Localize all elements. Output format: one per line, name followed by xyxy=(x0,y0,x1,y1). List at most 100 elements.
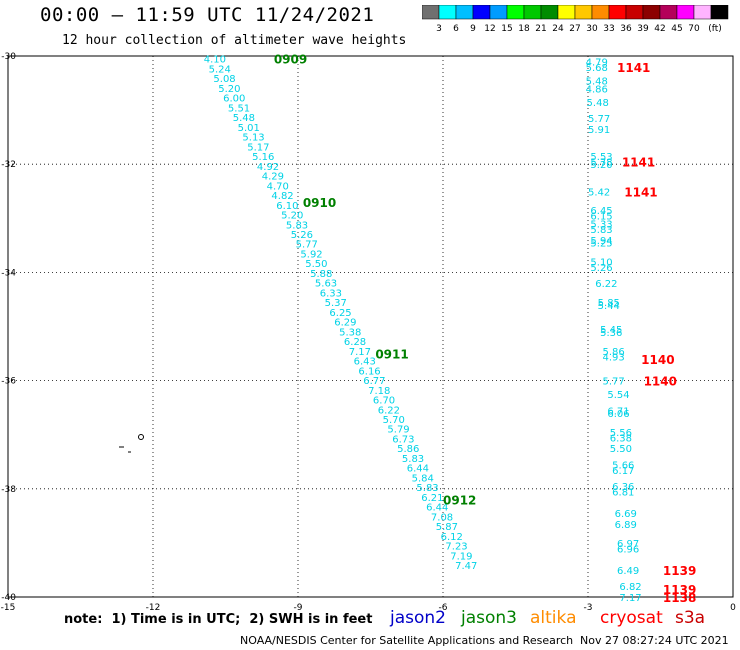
x-tick-label: 0 xyxy=(730,603,736,612)
swh-value: 5.48 xyxy=(586,76,608,87)
swh-value: 6.44 xyxy=(407,464,429,475)
swh-value: 5.26 xyxy=(291,230,313,241)
swh-value: 5.84 xyxy=(412,473,434,484)
swh-value: 5.20 xyxy=(590,160,612,171)
y-tick-label: -40 xyxy=(1,593,16,603)
footer-credit: NOAA/NESDIS Center for Satellite Applica… xyxy=(240,634,574,647)
color-scale-label: 45 xyxy=(671,24,682,34)
swh-value: 5.77 xyxy=(296,240,318,251)
swh-value: 5.17 xyxy=(247,142,269,153)
note-text: note: 1) Time is in UTC; 2) SWH is in fe… xyxy=(64,612,373,627)
swh-value: 5.20 xyxy=(281,211,303,222)
color-scale-label: 70 xyxy=(688,24,700,34)
swh-value: 5.78 xyxy=(590,157,612,168)
swh-value: 5.66 xyxy=(612,460,634,471)
pass-time-label: 1141 xyxy=(624,185,657,199)
x-tick-label: -9 xyxy=(294,603,303,612)
swh-value: 6.70 xyxy=(373,396,395,407)
swh-value: 6.73 xyxy=(392,434,414,445)
swh-value: 6.29 xyxy=(334,318,356,329)
pass-time-label: 1138 xyxy=(663,591,696,605)
swh-value: 6.38 xyxy=(610,433,632,444)
swh-value: 5.94 xyxy=(590,236,612,247)
swh-value: 6.17 xyxy=(612,466,634,477)
pass-time-label: 0909 xyxy=(274,53,307,67)
swh-value: 4.93 xyxy=(603,352,625,363)
swh-value: 5.08 xyxy=(213,74,235,85)
footer-timestamp: Nov 27 08:27:24 UTC 2021 xyxy=(580,634,729,647)
color-scale-label: 42 xyxy=(654,24,665,34)
pass-time-label: 0911 xyxy=(375,348,408,362)
legend-cryosat: cryosat xyxy=(600,608,663,628)
pass-time-label: 1140 xyxy=(644,375,677,389)
color-scale-label: 15 xyxy=(501,24,512,34)
island-shape xyxy=(138,434,144,440)
wave-height-map: -15 -12 -9 -6 -3 0-30-32-34-36-38-404.105.245… xyxy=(1,52,736,612)
color-scale-label: 3 xyxy=(436,24,442,34)
swh-value: 4.29 xyxy=(262,172,284,183)
swh-value: 6.45 xyxy=(590,206,612,217)
swh-value: 7.47 xyxy=(455,561,477,572)
swh-value: 5.77 xyxy=(588,114,610,125)
swh-value: 7.18 xyxy=(368,386,390,397)
swh-value: 5.50 xyxy=(305,259,327,270)
color-scale-label: 18 xyxy=(518,24,530,34)
swh-value: 5.83 xyxy=(590,225,612,236)
swh-value: 6.21 xyxy=(421,493,443,504)
pass-time-label: 1141 xyxy=(617,61,650,75)
swh-value: 6.33 xyxy=(320,288,342,299)
swh-value: 4.10 xyxy=(204,55,226,66)
swh-value: 7.08 xyxy=(431,512,453,523)
swh-value: 4.79 xyxy=(586,57,608,68)
pass-time-label: 0910 xyxy=(303,196,336,210)
swh-value: 6.81 xyxy=(612,488,634,499)
swh-value: 5.92 xyxy=(300,249,322,260)
pass-time-label: 1139 xyxy=(663,564,696,578)
swh-value: 5.50 xyxy=(610,444,632,455)
x-tick-label: -15 xyxy=(1,603,16,612)
x-tick-label: -3 xyxy=(584,603,593,612)
swh-value: 5.10 xyxy=(590,258,612,269)
swh-value: 5.56 xyxy=(610,428,632,439)
swh-value: 5.25 xyxy=(590,239,612,250)
swh-value: 6.43 xyxy=(354,357,376,368)
swh-value: 5.44 xyxy=(598,301,620,312)
swh-value: 6.25 xyxy=(329,308,351,319)
swh-value: 5.42 xyxy=(588,187,610,198)
y-tick-label: -34 xyxy=(1,268,16,278)
swh-value: 6.15 xyxy=(590,212,612,223)
swh-value: 5.86 xyxy=(397,444,419,455)
x-tick-label: -12 xyxy=(146,603,161,612)
swh-value: 5.16 xyxy=(252,152,274,163)
swh-value: 5.83 xyxy=(402,454,424,465)
swh-value: 5.83 xyxy=(286,220,308,231)
swh-value: 4.86 xyxy=(586,84,608,95)
swh-value: 6.77 xyxy=(363,376,385,387)
swh-value: 6.06 xyxy=(607,409,629,420)
map-title: 00:00 – 11:59 UTC 11/24/2021 xyxy=(40,4,375,26)
map-frame xyxy=(7,55,734,598)
pass-time-label: 1139 xyxy=(663,583,696,597)
swh-value: 6.96 xyxy=(617,544,639,555)
swh-value: 7.17 xyxy=(349,347,371,358)
pass-time-label: 0912 xyxy=(443,494,476,508)
x-tick-label: -6 xyxy=(439,603,448,612)
swh-value: 5.85 xyxy=(598,298,620,309)
swh-value: 4.82 xyxy=(271,191,293,202)
swh-value: 6.49 xyxy=(617,566,639,577)
legend-altika: altika xyxy=(530,608,577,628)
swh-value: 5.48 xyxy=(233,113,255,124)
swh-value: 7.23 xyxy=(445,542,467,553)
color-scale-label: 39 xyxy=(637,24,649,34)
swh-value: 5.26 xyxy=(590,263,612,274)
legend-s3a: s3a xyxy=(675,608,706,628)
color-scale-label: 21 xyxy=(535,24,546,34)
color-scale-label: 12 xyxy=(484,24,495,34)
swh-value: 5.77 xyxy=(603,377,625,388)
swh-value: 5.63 xyxy=(315,279,337,290)
swh-value: 4.92 xyxy=(257,162,279,173)
swh-value: 5.01 xyxy=(238,123,260,134)
swh-value: 6.44 xyxy=(426,503,448,514)
y-tick-label: -32 xyxy=(1,160,16,170)
color-scale-label: 24 xyxy=(552,24,564,34)
